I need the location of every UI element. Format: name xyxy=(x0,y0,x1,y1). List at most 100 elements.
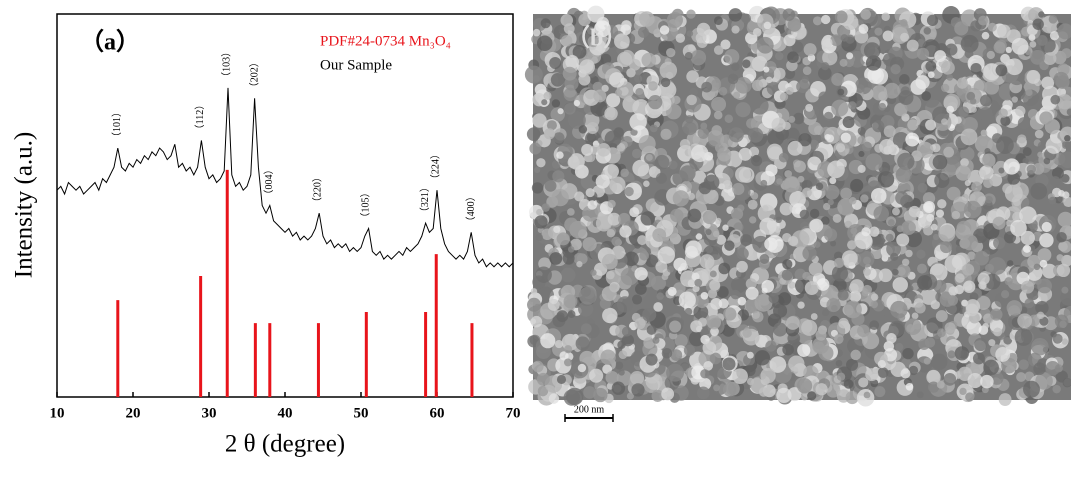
sem-grain xyxy=(1034,129,1044,139)
sem-grain xyxy=(877,360,886,369)
sem-grain xyxy=(718,298,729,309)
sem-grain xyxy=(796,80,810,94)
sem-grain xyxy=(649,124,658,133)
sem-grain xyxy=(709,352,722,365)
sem-grain xyxy=(583,386,596,399)
sem-grain xyxy=(630,370,645,386)
sem-grain xyxy=(862,141,872,152)
sem-grain xyxy=(1061,141,1070,149)
sem-grain xyxy=(1022,147,1032,157)
sem-grain xyxy=(540,18,551,29)
sem-grain xyxy=(897,152,915,171)
sem-grain xyxy=(534,166,541,173)
sem-grain xyxy=(1026,164,1037,174)
sem-grain xyxy=(963,200,982,219)
sem-grain xyxy=(873,205,890,222)
sem-grain xyxy=(969,292,979,302)
sem-grain xyxy=(782,343,794,356)
sem-grain xyxy=(847,240,857,250)
x-tick-label: 10 xyxy=(50,405,65,421)
sem-grain xyxy=(661,273,669,281)
sem-grain xyxy=(1026,70,1041,84)
sem-grain xyxy=(1043,52,1057,66)
sem-grain xyxy=(907,119,919,131)
sem-grain xyxy=(1056,263,1071,278)
sem-grain xyxy=(614,33,630,50)
sem-grain xyxy=(693,304,709,320)
sem-grain xyxy=(567,156,580,169)
sem-grain xyxy=(803,43,817,57)
sem-grain xyxy=(735,76,752,94)
sem-grain xyxy=(626,392,634,400)
sem-grain xyxy=(837,88,845,96)
sem-grain xyxy=(857,127,866,136)
sem-grain xyxy=(987,22,997,32)
sem-grain xyxy=(1029,41,1037,48)
sem-grain xyxy=(657,246,675,264)
sem-grain xyxy=(905,249,913,258)
sem-grain xyxy=(631,383,645,397)
sem-grain xyxy=(556,151,564,159)
sem-grain xyxy=(815,182,824,191)
sem-grain xyxy=(1033,362,1046,375)
sem-grain xyxy=(1054,314,1069,329)
sem-grain xyxy=(995,64,1008,77)
sem-grain xyxy=(802,246,817,261)
sem-grain xyxy=(865,368,879,382)
sem-grain xyxy=(1033,263,1041,271)
sem-grain xyxy=(792,112,805,125)
peak-label: （004） xyxy=(263,165,275,200)
sem-grain xyxy=(643,337,655,349)
sem-grain xyxy=(1027,306,1037,316)
sem-grain xyxy=(1035,300,1049,315)
sem-grain xyxy=(683,344,696,356)
sem-grain xyxy=(872,120,885,133)
sem-grain xyxy=(935,209,945,218)
sem-grain xyxy=(818,91,829,103)
sem-grain xyxy=(1045,137,1063,154)
sem-grain xyxy=(996,136,1014,155)
sem-grain xyxy=(810,313,818,320)
sem-grain xyxy=(857,136,866,145)
sem-grain xyxy=(773,67,786,80)
sem-grain xyxy=(799,209,810,220)
sem-grain xyxy=(835,359,843,367)
sem-grain xyxy=(907,285,914,292)
sem-grain xyxy=(954,116,962,124)
sem-grain xyxy=(607,212,621,226)
sem-grain xyxy=(974,250,989,266)
sem-grain xyxy=(787,51,799,64)
sem-grain xyxy=(920,287,938,305)
sem-grain xyxy=(940,60,955,75)
sem-grain xyxy=(990,308,1003,321)
sem-grain xyxy=(836,372,846,381)
sem-grain xyxy=(905,383,914,391)
sem-grain xyxy=(589,368,604,383)
sem-grain xyxy=(536,372,550,386)
sem-grain xyxy=(535,266,552,283)
sem-grain xyxy=(556,310,569,323)
sem-grain xyxy=(695,233,703,240)
sem-grain xyxy=(655,172,667,184)
sem-grain xyxy=(718,87,728,96)
sem-grain xyxy=(943,373,957,386)
sem-grain xyxy=(869,226,880,237)
sem-grain xyxy=(578,301,594,317)
sem-grain xyxy=(815,329,827,341)
sem-grain xyxy=(675,33,686,43)
sem-grain xyxy=(964,179,971,187)
sem-grain xyxy=(1048,14,1058,24)
sem-grain xyxy=(978,15,989,26)
sem-grain xyxy=(981,153,996,168)
sem-grain xyxy=(965,392,975,402)
sem-grain xyxy=(923,357,931,365)
sem-grain xyxy=(831,265,849,282)
sem-grain xyxy=(1021,280,1035,294)
sem-grain xyxy=(1005,220,1013,227)
sem-grain xyxy=(764,237,778,251)
sem-grain xyxy=(801,319,818,336)
sem-grain xyxy=(972,352,985,365)
sem-grain xyxy=(629,113,647,131)
sem-grain xyxy=(728,8,743,22)
sem-grain xyxy=(980,94,993,107)
